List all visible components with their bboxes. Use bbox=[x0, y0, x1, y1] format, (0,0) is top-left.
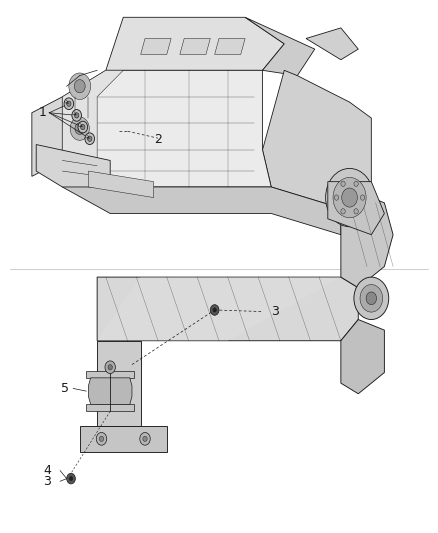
Circle shape bbox=[67, 101, 71, 107]
Polygon shape bbox=[32, 97, 62, 176]
Circle shape bbox=[88, 136, 92, 141]
Circle shape bbox=[105, 361, 116, 374]
Polygon shape bbox=[306, 28, 358, 60]
Circle shape bbox=[143, 436, 147, 441]
Circle shape bbox=[210, 305, 219, 316]
Text: 1: 1 bbox=[39, 106, 47, 119]
Circle shape bbox=[354, 209, 358, 214]
Circle shape bbox=[140, 432, 150, 445]
Polygon shape bbox=[36, 144, 110, 187]
Circle shape bbox=[67, 473, 75, 484]
Polygon shape bbox=[141, 38, 171, 54]
Polygon shape bbox=[341, 192, 393, 288]
Polygon shape bbox=[180, 38, 210, 54]
Polygon shape bbox=[215, 38, 245, 54]
Text: 2: 2 bbox=[154, 133, 162, 146]
Polygon shape bbox=[86, 371, 134, 378]
Circle shape bbox=[81, 124, 85, 130]
Circle shape bbox=[341, 181, 345, 187]
Circle shape bbox=[78, 121, 88, 133]
Text: 3: 3 bbox=[271, 305, 279, 318]
Circle shape bbox=[69, 477, 73, 481]
Polygon shape bbox=[62, 70, 271, 187]
Polygon shape bbox=[88, 171, 154, 198]
Polygon shape bbox=[245, 17, 315, 76]
Circle shape bbox=[72, 110, 81, 121]
Circle shape bbox=[360, 195, 365, 200]
Circle shape bbox=[366, 292, 377, 305]
Circle shape bbox=[333, 177, 366, 217]
Circle shape bbox=[354, 181, 358, 187]
Polygon shape bbox=[97, 277, 341, 341]
Polygon shape bbox=[106, 17, 284, 70]
Circle shape bbox=[96, 432, 107, 445]
Polygon shape bbox=[328, 182, 385, 235]
Circle shape bbox=[69, 73, 91, 100]
Circle shape bbox=[75, 123, 85, 134]
Circle shape bbox=[354, 277, 389, 319]
Polygon shape bbox=[88, 378, 132, 405]
Circle shape bbox=[64, 98, 74, 110]
Text: 4: 4 bbox=[43, 464, 51, 477]
Circle shape bbox=[108, 365, 113, 370]
Circle shape bbox=[74, 79, 85, 93]
Polygon shape bbox=[97, 341, 141, 425]
Circle shape bbox=[70, 117, 89, 140]
Circle shape bbox=[74, 113, 79, 118]
Polygon shape bbox=[341, 319, 385, 394]
Polygon shape bbox=[80, 425, 167, 452]
Circle shape bbox=[360, 285, 383, 312]
Text: 3: 3 bbox=[43, 475, 51, 488]
Circle shape bbox=[342, 188, 357, 207]
Polygon shape bbox=[62, 70, 123, 160]
Polygon shape bbox=[62, 160, 341, 235]
Polygon shape bbox=[97, 277, 358, 341]
Polygon shape bbox=[86, 405, 134, 411]
Circle shape bbox=[341, 209, 345, 214]
Circle shape bbox=[334, 195, 339, 200]
Circle shape bbox=[213, 308, 216, 312]
Circle shape bbox=[325, 168, 374, 227]
Circle shape bbox=[85, 133, 95, 144]
Polygon shape bbox=[262, 70, 371, 208]
Circle shape bbox=[99, 436, 104, 441]
Text: 5: 5 bbox=[61, 382, 69, 395]
